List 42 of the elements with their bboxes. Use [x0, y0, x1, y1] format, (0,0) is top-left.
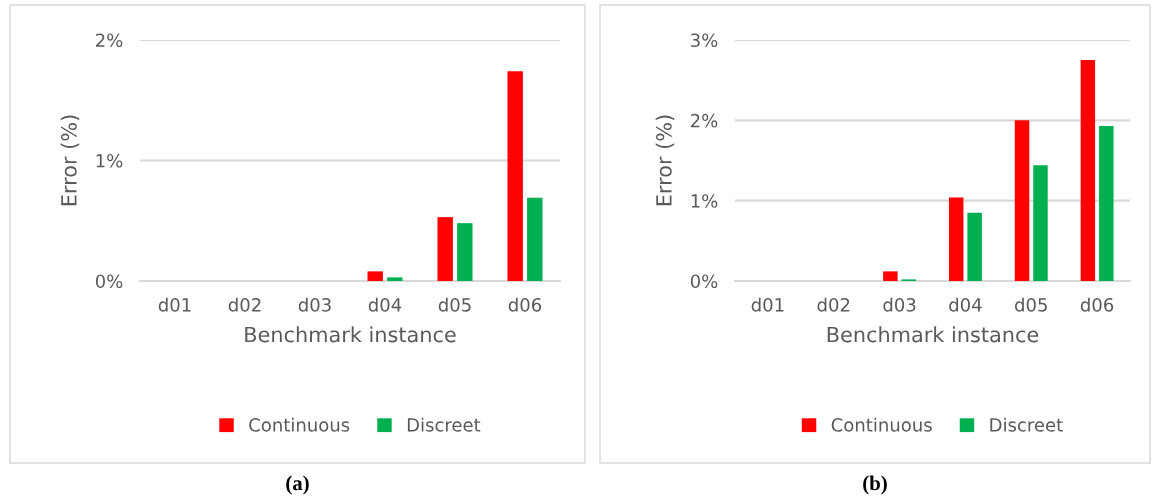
x-tick-label: d01	[158, 297, 191, 312]
x-axis-title: Benchmark instance	[245, 326, 456, 343]
y-axis-title: Error (%)	[60, 115, 80, 206]
legend-label: Discreet	[407, 417, 481, 432]
bar	[437, 217, 453, 281]
bar	[1099, 125, 1114, 281]
x-tick-label: d04	[949, 297, 982, 312]
text: (b)	[863, 475, 887, 495]
bar	[527, 197, 543, 281]
y-tick-label: 1%	[691, 194, 718, 208]
x-tick-label: d03	[883, 297, 916, 312]
y-tick-label: 0%	[690, 274, 718, 289]
bar	[1080, 60, 1096, 281]
y-tick-label: 2%	[691, 113, 718, 128]
x-axis-title: Benchmark instance	[827, 326, 1039, 343]
bar	[507, 71, 523, 281]
y-tick-label: 3%	[691, 33, 718, 48]
x-tick-label: d03	[298, 297, 331, 312]
x-tick-label: d04	[368, 297, 402, 312]
y-tick-label: 1%	[96, 153, 123, 168]
legend-label: Discreet	[990, 417, 1063, 432]
bar	[457, 223, 473, 281]
text: (a)	[286, 475, 309, 495]
bar	[1014, 120, 1030, 281]
x-tick-label: d05	[438, 297, 471, 312]
bar	[1033, 165, 1048, 281]
x-tick-label: d02	[817, 297, 850, 312]
y-tick-label: 2%	[96, 33, 123, 48]
legend-label: Continuous	[831, 417, 932, 432]
bar	[387, 277, 403, 281]
x-tick-label: d06	[508, 297, 542, 312]
x-tick-label: d01	[751, 297, 784, 312]
bar	[948, 197, 964, 281]
bar	[883, 271, 898, 281]
bar	[367, 271, 383, 281]
y-axis-title: Error (%)	[655, 115, 675, 206]
bar	[967, 212, 982, 281]
x-tick-label: d05	[1015, 297, 1047, 312]
x-tick-label: d06	[1080, 297, 1114, 312]
legend-label: Continuous	[249, 417, 350, 432]
x-tick-label: d02	[228, 297, 261, 312]
y-tick-label: 0%	[95, 274, 123, 289]
